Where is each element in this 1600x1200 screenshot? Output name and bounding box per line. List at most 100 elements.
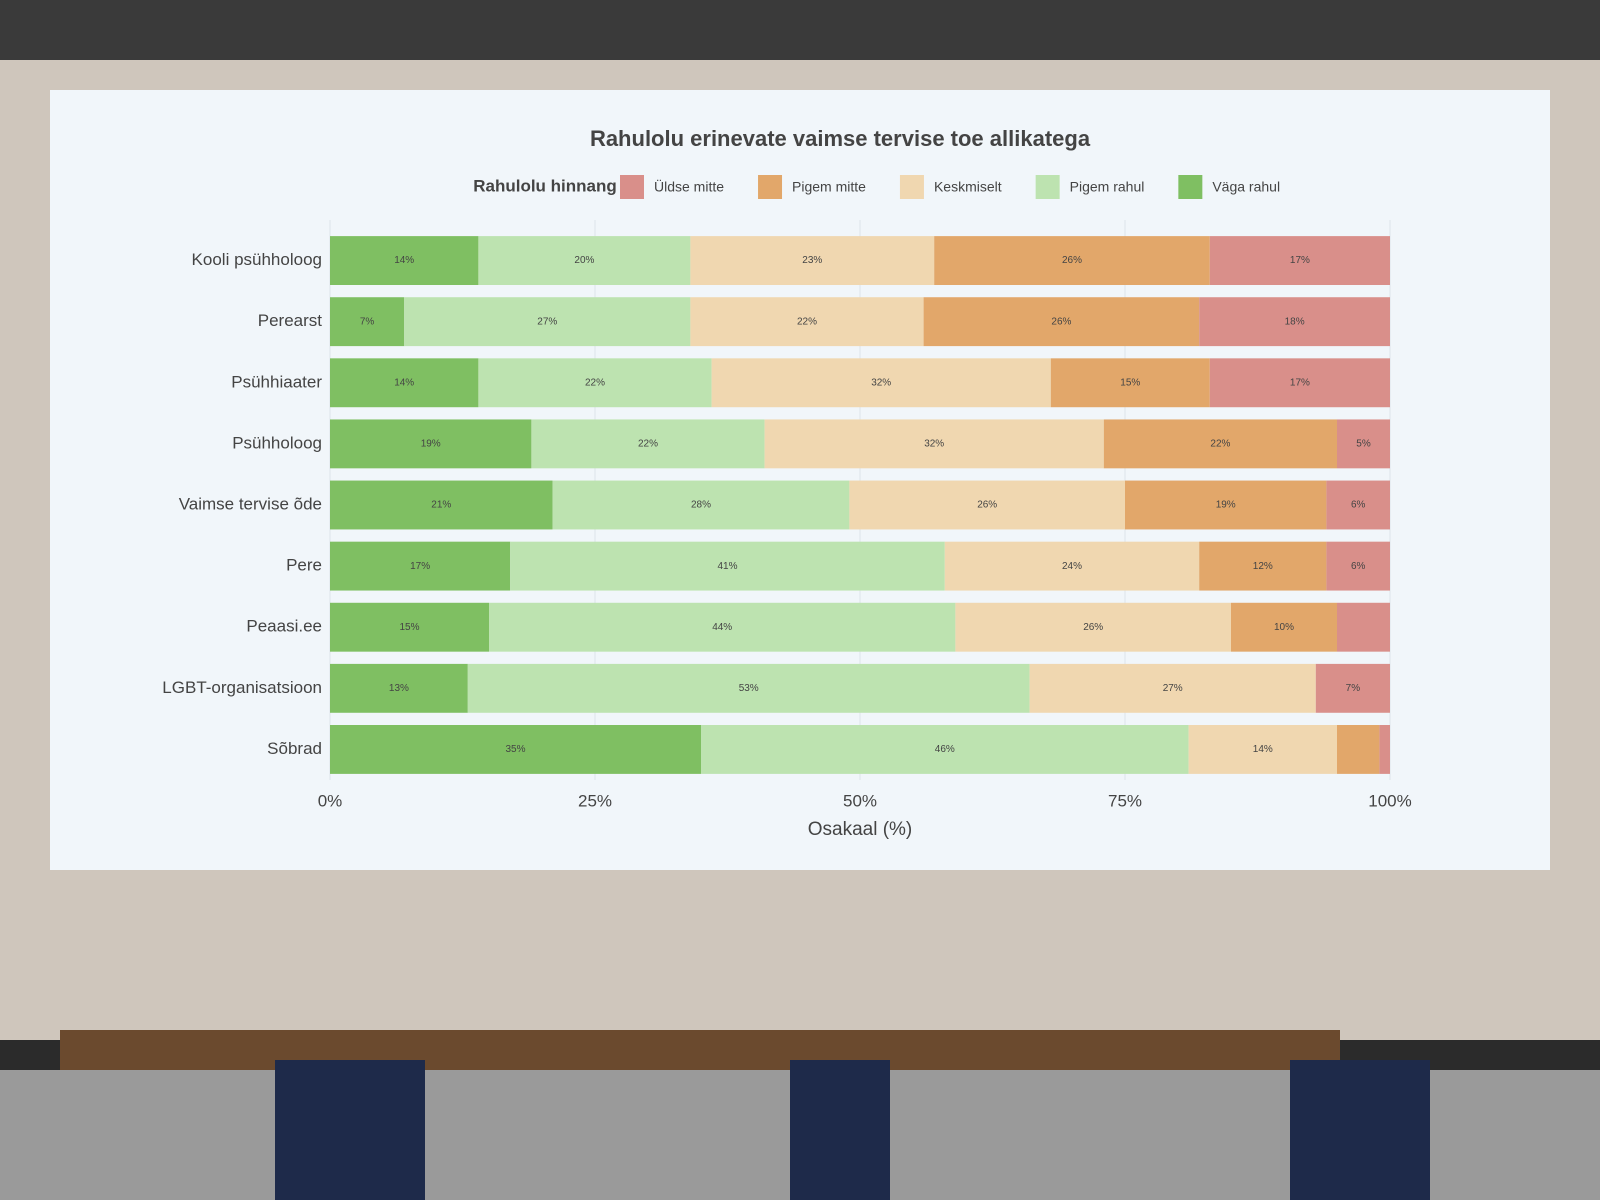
bar-segment bbox=[1326, 480, 1390, 530]
bar-segment bbox=[330, 541, 511, 591]
bar-segment bbox=[701, 725, 1189, 774]
data-label: 21% bbox=[431, 500, 451, 511]
data-label: 7% bbox=[360, 316, 375, 327]
data-label: 26% bbox=[1062, 255, 1082, 266]
data-label: 14% bbox=[394, 255, 414, 266]
bar-segment bbox=[330, 297, 405, 347]
data-label: 46% bbox=[935, 744, 955, 755]
legend-label: Üldse mitte bbox=[654, 178, 724, 195]
y-tick-label: Perearst bbox=[258, 311, 323, 330]
y-tick-label: Kooli psühholoog bbox=[192, 250, 322, 269]
data-label: 32% bbox=[924, 439, 944, 450]
data-label: 6% bbox=[1351, 500, 1366, 511]
bar-segment bbox=[330, 725, 701, 774]
y-tick-label: Peaasi.ee bbox=[246, 617, 322, 636]
y-tick-label: Psühhiaater bbox=[231, 372, 322, 391]
data-label: 17% bbox=[410, 561, 430, 572]
legend-title: Rahulolu hinnang bbox=[473, 176, 617, 195]
bar-segment bbox=[552, 480, 850, 530]
bar-segment bbox=[1103, 419, 1337, 469]
bar-segment bbox=[330, 480, 553, 530]
bar-segment bbox=[330, 663, 468, 713]
x-axis-label: Osakaal (%) bbox=[808, 819, 913, 840]
legend-swatch bbox=[620, 175, 644, 199]
bar-segment bbox=[1337, 725, 1380, 774]
data-label: 14% bbox=[394, 377, 414, 388]
bar-segment bbox=[711, 358, 1051, 408]
bar-segment bbox=[1379, 725, 1390, 774]
y-tick-label: Psühholoog bbox=[232, 433, 322, 452]
y-tick-label: Pere bbox=[286, 556, 322, 575]
legend-label: Pigem mitte bbox=[792, 179, 866, 195]
bar-segment bbox=[330, 236, 479, 285]
bar-segment bbox=[764, 419, 1104, 469]
data-label: 12% bbox=[1253, 561, 1273, 572]
bar-segment bbox=[1326, 541, 1390, 591]
data-label: 18% bbox=[1285, 316, 1305, 327]
bar-segment bbox=[923, 297, 1200, 347]
legend-label: Pigem rahul bbox=[1070, 179, 1145, 195]
data-label: 28% bbox=[691, 500, 711, 511]
data-label: 17% bbox=[1290, 255, 1310, 266]
legend-swatch bbox=[1035, 175, 1060, 199]
x-tick-label: 100% bbox=[1368, 791, 1411, 810]
data-label: 5% bbox=[1356, 439, 1371, 450]
x-tick-label: 0% bbox=[318, 791, 343, 810]
bar-segment bbox=[330, 358, 479, 408]
x-tick-label: 50% bbox=[843, 791, 877, 810]
x-tick-label: 75% bbox=[1108, 791, 1142, 810]
bar-segment bbox=[1231, 602, 1337, 652]
seat-back bbox=[1290, 1060, 1430, 1200]
data-label: 41% bbox=[717, 561, 737, 572]
data-label: 53% bbox=[739, 683, 759, 694]
y-tick-label: Sõbrad bbox=[267, 739, 322, 758]
data-label: 23% bbox=[802, 255, 822, 266]
bar-segment bbox=[690, 236, 935, 285]
bar-segment bbox=[330, 602, 489, 652]
data-label: 15% bbox=[1120, 377, 1140, 388]
data-label: 13% bbox=[389, 683, 409, 694]
seat-back bbox=[275, 1060, 425, 1200]
data-label: 32% bbox=[871, 377, 891, 388]
bar-segment bbox=[478, 236, 691, 285]
data-label: 15% bbox=[399, 622, 419, 633]
bar-segment bbox=[404, 297, 691, 347]
data-label: 26% bbox=[977, 500, 997, 511]
legend-label: Keskmiselt bbox=[934, 179, 1002, 195]
legend-swatch bbox=[758, 175, 783, 199]
bar-segment bbox=[531, 419, 765, 469]
bar-segment bbox=[1337, 602, 1390, 652]
data-label: 22% bbox=[1210, 439, 1230, 450]
ceiling bbox=[0, 0, 1600, 60]
bar-segment bbox=[1209, 236, 1390, 285]
data-label: 27% bbox=[1163, 683, 1183, 694]
data-label: 22% bbox=[638, 439, 658, 450]
y-tick-label: LGBT-organisatsioon bbox=[162, 678, 322, 697]
bar-segment bbox=[489, 602, 956, 652]
bar-segment bbox=[690, 297, 924, 347]
bar-segment bbox=[1188, 725, 1337, 774]
data-label: 44% bbox=[712, 622, 732, 633]
bar-segment bbox=[478, 358, 712, 408]
data-label: 22% bbox=[585, 377, 605, 388]
bar-segment bbox=[1337, 419, 1390, 469]
y-tick-label: Vaimse tervise õde bbox=[179, 494, 322, 513]
data-label: 19% bbox=[1216, 500, 1236, 511]
data-label: 19% bbox=[421, 439, 441, 450]
bar-segment bbox=[510, 541, 945, 591]
bar-segment bbox=[849, 480, 1125, 530]
data-label: 7% bbox=[1346, 683, 1361, 694]
chart-title: Rahulolu erinevate vaimse tervise toe al… bbox=[590, 126, 1091, 151]
data-label: 17% bbox=[1290, 377, 1310, 388]
seat-back bbox=[790, 1060, 890, 1200]
data-label: 14% bbox=[1253, 744, 1273, 755]
legend-swatch bbox=[899, 175, 924, 199]
bar-segment bbox=[1125, 480, 1327, 530]
data-label: 35% bbox=[505, 744, 525, 755]
bar-segment bbox=[1050, 358, 1210, 408]
bar-segment bbox=[1199, 541, 1327, 591]
data-label: 10% bbox=[1274, 622, 1294, 633]
bar-segment bbox=[944, 541, 1200, 591]
